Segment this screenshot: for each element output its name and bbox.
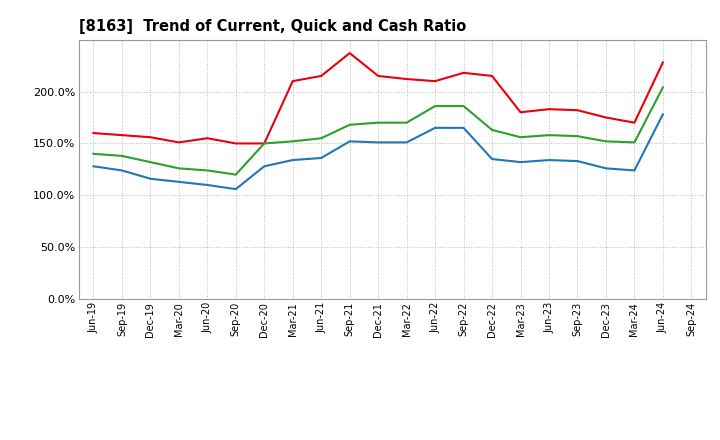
- Quick Ratio: [260, 141, 269, 146]
- Cash Ratio: [117, 168, 126, 173]
- Quick Ratio: [659, 85, 667, 90]
- Current Ratio: [146, 135, 155, 140]
- Quick Ratio: [516, 135, 525, 140]
- Cash Ratio: [431, 125, 439, 131]
- Cash Ratio: [260, 164, 269, 169]
- Cash Ratio: [630, 168, 639, 173]
- Quick Ratio: [487, 127, 496, 132]
- Cash Ratio: [146, 176, 155, 181]
- Current Ratio: [89, 130, 98, 136]
- Cash Ratio: [346, 139, 354, 144]
- Cash Ratio: [545, 158, 554, 163]
- Cash Ratio: [459, 125, 468, 131]
- Quick Ratio: [232, 172, 240, 177]
- Cash Ratio: [487, 156, 496, 161]
- Quick Ratio: [374, 120, 382, 125]
- Current Ratio: [203, 136, 212, 141]
- Cash Ratio: [317, 155, 325, 161]
- Cash Ratio: [573, 158, 582, 164]
- Quick Ratio: [459, 103, 468, 109]
- Quick Ratio: [630, 140, 639, 145]
- Quick Ratio: [431, 103, 439, 109]
- Cash Ratio: [374, 140, 382, 145]
- Quick Ratio: [545, 132, 554, 138]
- Current Ratio: [545, 106, 554, 112]
- Line: Quick Ratio: Quick Ratio: [94, 88, 663, 175]
- Current Ratio: [516, 110, 525, 115]
- Current Ratio: [289, 78, 297, 84]
- Current Ratio: [260, 141, 269, 146]
- Cash Ratio: [602, 166, 611, 171]
- Cash Ratio: [203, 182, 212, 187]
- Cash Ratio: [174, 179, 183, 184]
- Current Ratio: [602, 115, 611, 120]
- Cash Ratio: [232, 187, 240, 192]
- Line: Current Ratio: Current Ratio: [94, 53, 663, 143]
- Current Ratio: [573, 107, 582, 113]
- Quick Ratio: [573, 133, 582, 139]
- Cash Ratio: [659, 112, 667, 117]
- Text: [8163]  Trend of Current, Quick and Cash Ratio: [8163] Trend of Current, Quick and Cash …: [79, 19, 467, 34]
- Current Ratio: [459, 70, 468, 76]
- Quick Ratio: [117, 153, 126, 158]
- Quick Ratio: [146, 159, 155, 165]
- Current Ratio: [374, 73, 382, 79]
- Current Ratio: [346, 51, 354, 56]
- Quick Ratio: [346, 122, 354, 128]
- Current Ratio: [232, 141, 240, 146]
- Quick Ratio: [174, 166, 183, 171]
- Quick Ratio: [317, 136, 325, 141]
- Quick Ratio: [203, 168, 212, 173]
- Quick Ratio: [289, 139, 297, 144]
- Current Ratio: [659, 60, 667, 65]
- Current Ratio: [317, 73, 325, 79]
- Current Ratio: [402, 77, 411, 82]
- Cash Ratio: [89, 164, 98, 169]
- Current Ratio: [630, 120, 639, 125]
- Cash Ratio: [402, 140, 411, 145]
- Current Ratio: [487, 73, 496, 79]
- Cash Ratio: [516, 159, 525, 165]
- Line: Cash Ratio: Cash Ratio: [94, 114, 663, 189]
- Cash Ratio: [289, 158, 297, 163]
- Current Ratio: [174, 140, 183, 145]
- Current Ratio: [117, 132, 126, 138]
- Current Ratio: [431, 78, 439, 84]
- Quick Ratio: [89, 151, 98, 157]
- Quick Ratio: [402, 120, 411, 125]
- Quick Ratio: [602, 139, 611, 144]
